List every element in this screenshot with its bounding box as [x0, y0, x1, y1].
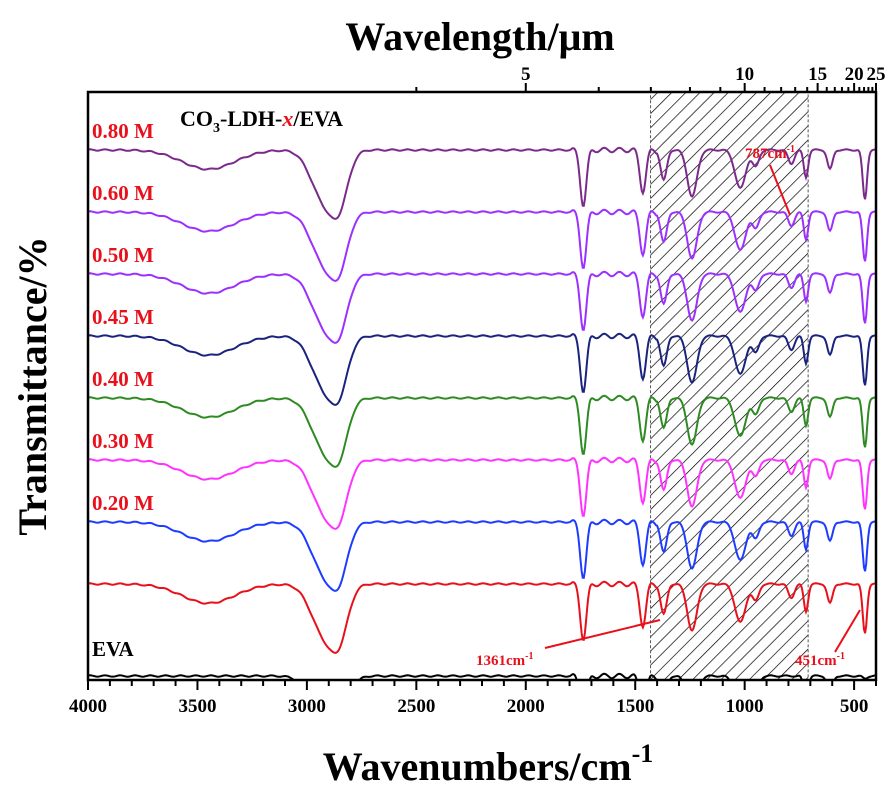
hatched-region: [651, 92, 809, 680]
series-label: 0.60 M: [92, 181, 154, 205]
x-tick-label: 1500: [616, 696, 654, 717]
x-axis-title: Wavenumbers/cm-1: [323, 739, 654, 787]
series-label: 0.45 M: [92, 305, 154, 329]
x-tick-label: 2000: [507, 696, 545, 717]
legend-title: CO3-LDH-x/EVA: [180, 106, 343, 136]
series-label: 0.40 M: [92, 367, 154, 391]
annotation-label: 451cm-1: [795, 651, 845, 669]
x-tick-label: 3000: [288, 696, 326, 717]
top-tick-label: 25: [867, 64, 886, 85]
series-label: 0.30 M: [92, 429, 154, 453]
x-tick-label: 3500: [178, 696, 216, 717]
annotation-arrow: [545, 620, 660, 648]
top-tick-label: 15: [808, 64, 827, 85]
series-label: EVA: [92, 637, 134, 661]
series-label: 0.80 M: [92, 119, 154, 143]
top-tick-label: 10: [735, 64, 754, 85]
top-tick-label: 5: [521, 64, 531, 85]
y-axis-title: Transmittance/%: [10, 236, 55, 535]
series-labels: 0.80 M 0.60 M 0.50 M 0.45 M 0.40 M 0.30 M 0.20…: [92, 119, 154, 661]
x-tick-label: 500: [840, 696, 869, 717]
x-tick-label: 2500: [397, 696, 435, 717]
annotation-arrow: [835, 610, 860, 652]
series-label: 0.50 M: [92, 243, 154, 267]
annotation-label: 1361cm-1: [476, 651, 534, 669]
series-label: 0.20 M: [92, 491, 154, 515]
top-axis-title: Wavelength/μm: [345, 14, 614, 59]
x-tick-label: 4000: [69, 696, 107, 717]
top-tick-label: 20: [845, 64, 864, 85]
x-tick-label: 1000: [726, 696, 764, 717]
